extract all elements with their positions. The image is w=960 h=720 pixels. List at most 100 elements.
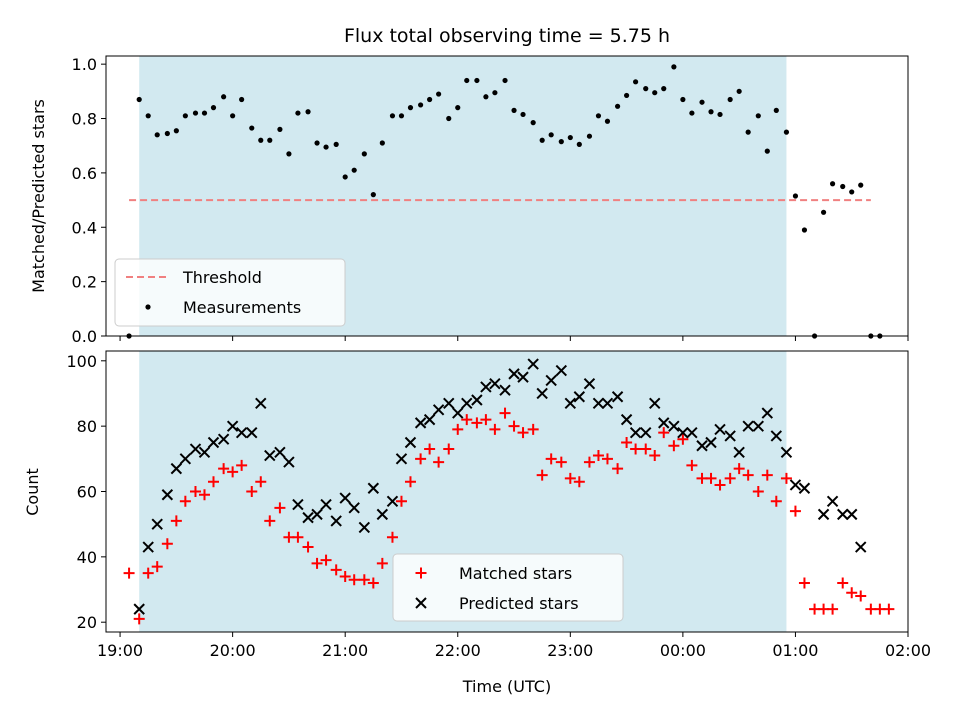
predicted-star-point: [142, 541, 154, 553]
bottom-legend-box: [392, 553, 624, 622]
matched-star-point: [545, 453, 557, 465]
predicted-star-point: [611, 391, 624, 403]
measurement-point: [446, 115, 452, 122]
matched-star-point: [367, 577, 379, 589]
matched-star-point: [855, 590, 867, 602]
predicted-star-point: [432, 404, 445, 416]
predicted-star-point: [573, 391, 586, 403]
measurement-point: [586, 133, 593, 139]
matched-star-point: [348, 574, 360, 586]
measurement-point: [230, 113, 236, 119]
measurement-point: [201, 110, 208, 116]
matched-star-point: [443, 443, 455, 455]
matched-star-point: [649, 450, 661, 462]
measurement-point: [511, 107, 517, 113]
predicted-star-point: [798, 482, 811, 494]
measurement-point: [351, 167, 357, 173]
measurement-point: [858, 182, 864, 188]
measurement-point: [820, 209, 827, 215]
measurement-point: [558, 139, 564, 145]
measurement-point: [699, 99, 705, 105]
x-tick-label: 21:00: [322, 641, 368, 660]
x-tick-label: 02:00: [885, 641, 931, 660]
predicted-star-point: [640, 426, 652, 439]
matched-star-point: [320, 554, 332, 566]
x-tick-label: 19:00: [97, 641, 143, 660]
matched-star-point: [658, 427, 670, 439]
matched-star-point: [517, 427, 529, 439]
predicted-star-point: [339, 492, 351, 504]
predicted-star-point: [207, 436, 220, 449]
top-y-tick-label: 0.4: [72, 218, 97, 237]
predicted-star-point: [742, 420, 754, 432]
predicted-star-point: [404, 436, 417, 449]
matched-star-point: [827, 603, 839, 615]
matched-star-point: [246, 486, 258, 497]
predicted-star-point: [489, 377, 501, 390]
matched-star-point: [471, 417, 483, 429]
measurement-point: [849, 189, 855, 195]
predicted-star-point: [480, 381, 492, 393]
measurement-point: [277, 126, 283, 132]
measurement-point: [801, 227, 808, 233]
predicted-star-point: [517, 371, 529, 383]
predicted-star-point: [198, 446, 211, 458]
predicted-star-point: [564, 397, 577, 409]
matched-star-point: [179, 495, 191, 507]
predicted-star-point: [170, 462, 183, 475]
measurement-point: [361, 151, 367, 157]
matched-star-point: [358, 574, 370, 586]
top-y-tick-label: 0.8: [72, 110, 97, 129]
measurement-point: [249, 125, 255, 131]
matched-star-point: [424, 443, 436, 455]
matched-star-point: [264, 515, 276, 527]
legend-predicted-swatch: [415, 597, 427, 609]
predicted-star-point: [536, 387, 548, 400]
measurement-point: [323, 144, 329, 150]
measurement-point: [520, 111, 526, 118]
predicted-star-point: [348, 502, 360, 514]
predicted-star-point: [414, 417, 427, 429]
measurement-point: [295, 110, 301, 116]
predicted-star-point: [161, 489, 174, 501]
x-tick-label: 23:00: [547, 641, 593, 660]
matched-star-point: [592, 450, 604, 462]
measurement-point: [286, 151, 292, 157]
measurement-point: [652, 90, 658, 96]
measurement-point: [182, 113, 188, 119]
predicted-star-point: [133, 603, 145, 615]
predicted-star-point: [264, 449, 276, 462]
predicted-star-point: [311, 508, 323, 521]
measurement-point: [314, 140, 320, 146]
predicted-star-point: [855, 541, 867, 553]
measurement-point: [136, 96, 142, 103]
measurement-point: [210, 105, 217, 111]
measurement-point: [455, 105, 461, 111]
matched-star-point: [292, 531, 304, 543]
bottom-legend: Matched stars Predicted stars: [392, 553, 624, 622]
predicted-star-point: [826, 495, 839, 508]
bottom-y-axis-label: Count: [23, 468, 42, 516]
measurement-point: [764, 148, 770, 154]
matched-star-point: [151, 561, 163, 573]
bottom-y-tick-label: 40: [77, 548, 97, 567]
predicted-star-point: [471, 394, 483, 406]
predicted-star-point: [179, 453, 192, 465]
matched-star-point: [236, 459, 248, 471]
x-tick-label: 20:00: [210, 641, 256, 660]
measurement-point: [305, 109, 311, 115]
predicted-star-point: [283, 456, 295, 468]
predicted-star-point: [761, 407, 774, 419]
measurement-point: [548, 132, 554, 138]
predicted-star-point: [677, 426, 689, 439]
matched-star-point: [705, 472, 717, 484]
top-y-axis-label: Matched/Predicted stars: [29, 99, 48, 293]
predicted-star-point: [255, 397, 267, 409]
measurement-point: [173, 128, 179, 134]
bottom-series-predicted-stars: [133, 358, 867, 615]
measurement-point: [436, 91, 442, 97]
top-y-tick-label: 0.2: [72, 273, 97, 292]
matched-star-point: [742, 469, 754, 481]
measurement-point: [398, 113, 405, 119]
matched-star-point: [255, 476, 267, 488]
